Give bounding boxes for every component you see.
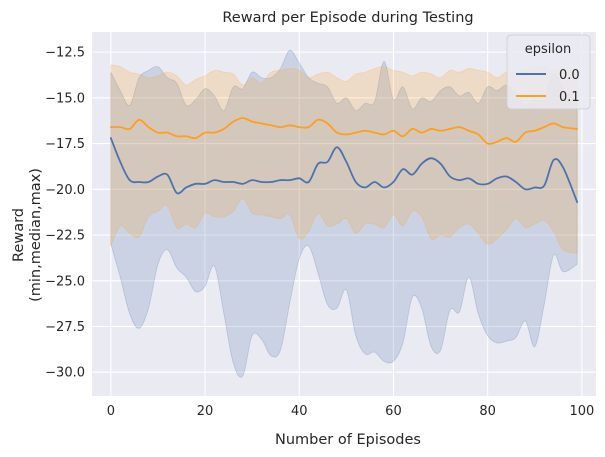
- x-tick-label: 60: [385, 404, 402, 419]
- y-tick-label: −12.5: [45, 46, 85, 61]
- y-tick-label: −20.0: [45, 183, 85, 198]
- x-tick-labels: 0 20 40 60 80 100: [107, 404, 595, 419]
- legend-box: [506, 34, 591, 110]
- median-lines: [109, 117, 579, 204]
- y-tick-label: −25.0: [45, 274, 85, 289]
- x-tick-label: 80: [479, 404, 496, 419]
- band-eps-0.0: [110, 49, 578, 378]
- legend-label-eps-0.1: 0.1: [559, 90, 580, 105]
- x-tick-label: 20: [197, 404, 214, 419]
- y-tick-label: −17.5: [45, 137, 85, 152]
- y-axis-title-line1: Reward: [11, 208, 27, 262]
- x-tick-label: 0: [107, 404, 115, 419]
- median-line-eps-0.0: [109, 137, 579, 204]
- legend: epsilon 0.0 0.1: [506, 34, 591, 110]
- x-tick-label: 40: [291, 404, 308, 419]
- y-tick-label: −27.5: [45, 320, 85, 335]
- y-tick-labels: −30.0 −27.5 −25.0 −22.5 −20.0 −17.5 −15.0 −12.5: [45, 46, 85, 381]
- y-tick-label: −15.0: [45, 91, 85, 106]
- y-axis-title-line2: (min,median,max): [28, 168, 44, 302]
- x-tick-label: 100: [569, 404, 594, 419]
- median-line-eps-0.1: [109, 117, 579, 145]
- legend-label-eps-0.0: 0.0: [559, 68, 580, 83]
- chart-title: Reward per Episode during Testing: [222, 10, 473, 26]
- y-tick-label: −30.0: [45, 366, 85, 381]
- x-axis-title: Number of Episodes: [275, 432, 421, 448]
- y-tick-label: −22.5: [45, 229, 85, 244]
- legend-title: epsilon: [525, 42, 571, 57]
